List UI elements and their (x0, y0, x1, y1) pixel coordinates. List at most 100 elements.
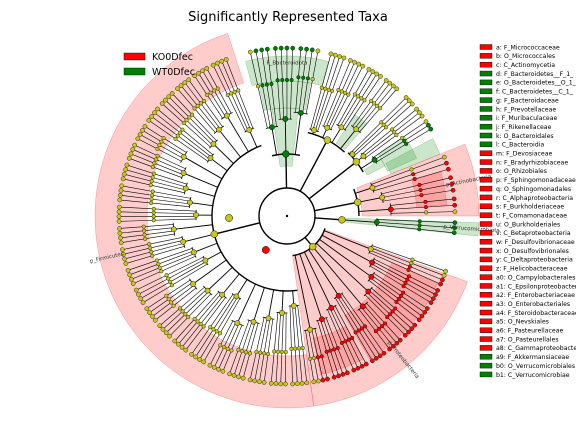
taxon-node (157, 265, 162, 270)
leaf-branch (198, 73, 226, 117)
leaf-branch (369, 252, 441, 285)
taxon-node (225, 346, 230, 351)
taxon-node (198, 101, 203, 106)
taxon-node (383, 78, 389, 83)
taxon-node (449, 181, 455, 187)
taxon-node (339, 340, 344, 345)
taxon-node (452, 225, 457, 231)
taxon-node (192, 316, 197, 321)
taxon-node (197, 357, 202, 362)
taxon-node (406, 98, 412, 104)
leaf-branch (194, 75, 223, 119)
subclade-branch (192, 259, 227, 285)
taxon-node (363, 361, 369, 367)
taxon-node (366, 67, 372, 72)
leaf-branch (361, 307, 394, 347)
taxon-node (423, 205, 428, 210)
phylum-branch (285, 153, 288, 189)
key-swatch (479, 203, 493, 210)
leaf-branch (126, 164, 188, 185)
taxon-node (120, 176, 126, 182)
leaf-branch (254, 318, 268, 381)
leaf-branch (373, 168, 449, 192)
taxon-node (452, 209, 458, 214)
leaf-branch (305, 330, 315, 382)
taxon-node (406, 274, 411, 279)
key-entry: f: C_Bacteroidetes__C_1_ (496, 89, 574, 96)
leaf-branch (146, 279, 191, 309)
taxon-node (116, 209, 122, 215)
taxon-node (183, 347, 189, 353)
leaf-branch (337, 296, 377, 359)
taxon-node (450, 187, 456, 193)
legend-swatch (123, 52, 146, 61)
taxon-node (265, 46, 270, 52)
leaf-branch (142, 263, 208, 303)
taxon-node (356, 61, 362, 67)
taxon-node (359, 96, 364, 101)
taxon-node (152, 110, 157, 115)
taxon-node (360, 153, 367, 160)
taxon-node (390, 309, 395, 314)
leaf-branch (328, 63, 360, 129)
taxon-node (343, 339, 348, 344)
taxon-node (118, 188, 124, 193)
taxon-node (168, 279, 173, 284)
taxon-node (170, 226, 177, 233)
taxon-node (451, 230, 457, 236)
leaf-branch (185, 297, 226, 351)
taxon-node (128, 151, 134, 157)
taxon-node (150, 253, 155, 258)
taxon-node (126, 156, 132, 161)
leaf-branch (184, 82, 221, 129)
taxon-node (319, 85, 324, 90)
taxon-node (175, 133, 180, 138)
leaf-branch (285, 312, 287, 384)
taxon-node (335, 346, 340, 351)
taxon-node (290, 302, 297, 309)
taxon-node (402, 138, 407, 143)
subclade-branch (340, 128, 357, 149)
taxon-node (409, 261, 414, 266)
phylum-branch (308, 161, 357, 200)
taxon-node (180, 309, 185, 314)
taxon-node (127, 272, 132, 278)
taxon-node (316, 378, 321, 384)
leaf-branch (142, 130, 185, 156)
leaf-branch (381, 177, 451, 195)
taxon-node (178, 83, 184, 88)
taxon-node (279, 349, 284, 354)
taxon-node (146, 118, 152, 123)
leaf-branch (317, 320, 335, 378)
taxon-node (325, 376, 330, 382)
taxon-node (373, 356, 379, 361)
taxon-node (272, 349, 277, 354)
leaf-branch (382, 189, 454, 202)
leaf-branch (127, 248, 193, 271)
taxon-node (309, 47, 315, 53)
subclade-branch (324, 230, 371, 250)
taxon-node (360, 63, 366, 69)
leaf-branch (124, 243, 184, 260)
taxon-node (352, 59, 357, 65)
subclade-branch (355, 187, 373, 194)
leaf-branch (363, 305, 397, 344)
key-entry: m: F_Devosiaceae (496, 151, 552, 158)
taxon-node (182, 185, 189, 192)
taxon-node (394, 340, 400, 346)
subclade-branch (319, 239, 372, 278)
taxon-node (356, 328, 361, 333)
taxon-node (296, 75, 301, 80)
leaf-branch (323, 60, 351, 127)
leaf-branch (178, 293, 222, 345)
taxon-node (299, 381, 305, 386)
key-entry: b: O_Micrococcales (496, 53, 555, 60)
taxon-node (268, 380, 274, 386)
taxon-node (204, 66, 210, 71)
leaf-branch (352, 100, 410, 155)
taxon-node (448, 175, 453, 181)
taxon-node (192, 73, 197, 79)
taxon-node (232, 89, 237, 94)
taxon-node (178, 130, 183, 135)
key-swatch (479, 177, 493, 183)
